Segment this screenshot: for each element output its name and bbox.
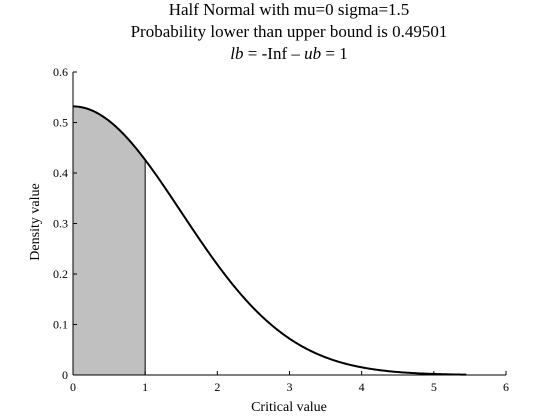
density-curve (72, 105, 467, 376)
y-tick-label: 0.5 (53, 116, 68, 130)
lb-value: = -Inf – (244, 44, 305, 63)
y-tick-label: 0.4 (53, 166, 68, 180)
chart-title-line-2: Probability lower than upper bound is 0.… (131, 22, 448, 41)
shaded-area (73, 106, 146, 375)
x-tick-label: 0 (70, 380, 76, 394)
y-tick-label: 0.3 (53, 217, 68, 231)
chart-title-line-1: Half Normal with mu=0 sigma=1.5 (169, 0, 410, 19)
x-tick-label: 5 (431, 380, 437, 394)
y-axis-label: Density value (28, 183, 43, 260)
y-tick-label: 0.1 (53, 318, 68, 332)
y-tick-label: 0.2 (53, 267, 68, 281)
ub-symbol: ub (304, 44, 321, 63)
x-axis-label: Critical value (251, 400, 327, 415)
x-tick-label: 1 (142, 380, 148, 394)
x-tick-label: 3 (287, 380, 293, 394)
y-tick-label: 0 (62, 368, 68, 382)
curve-layer (72, 105, 467, 376)
tick-layer: 0 1 2 3 4 5 6 0 0.1 0.2 0.3 0.4 0.5 0.6 (53, 65, 509, 394)
chart-title-line-3: lb = -Inf – ub = 1 (230, 44, 347, 63)
x-tick-label: 4 (359, 380, 365, 394)
shaded-region-layer (73, 106, 146, 375)
y-tick-label: 0.6 (53, 65, 68, 79)
x-tick-label: 2 (214, 380, 220, 394)
lb-symbol: lb (230, 44, 243, 63)
x-tick-label: 6 (503, 380, 509, 394)
ub-value: = 1 (321, 44, 348, 63)
